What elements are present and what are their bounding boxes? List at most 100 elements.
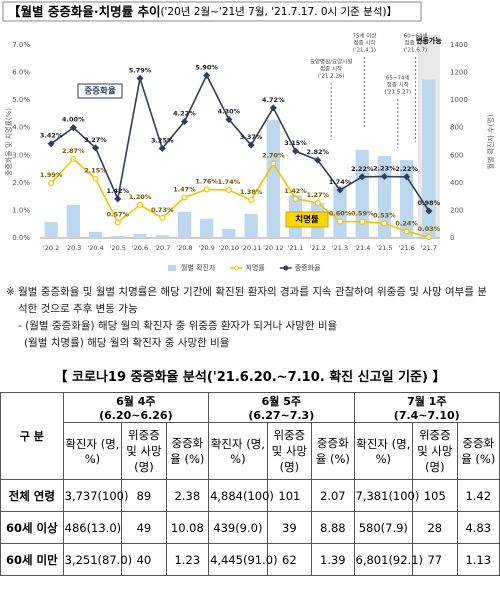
bar	[177, 211, 192, 238]
marker	[158, 144, 166, 152]
table-title: 【 코로나19 중증화율 분석('21.6.20.~7.10. 확진 신고일 기…	[54, 370, 446, 385]
data-label: 2.15%	[84, 167, 107, 175]
group-name: 7월 1주	[407, 395, 447, 408]
x-tick-label: '20.11	[241, 244, 261, 252]
legend-label: 치명률	[245, 263, 265, 272]
annotation: 접종 시작	[405, 39, 427, 47]
cell: 39	[266, 511, 313, 544]
bar	[88, 231, 103, 238]
annotation: ('21.4.1)	[353, 48, 376, 54]
row-header: 60세 이상	[0, 511, 64, 544]
cell: 1.39	[311, 543, 355, 576]
data-label: 3.15%	[284, 139, 307, 147]
cell: 10.08	[165, 511, 210, 544]
annotation: 접종 시작	[387, 81, 409, 89]
x-tick-label: '20.10	[219, 244, 239, 252]
subheader: 중증화율 (%)	[456, 422, 500, 480]
bar	[44, 222, 58, 238]
marker	[359, 218, 366, 225]
cell: 89	[121, 479, 167, 512]
group-header: 7월 1주 (7.4~7.10)	[353, 392, 500, 423]
data-label: 0.53%	[373, 211, 396, 219]
y2-tick-label: 1000	[450, 96, 468, 104]
data-row: 60세 이상 486(13.0) 49 10.08 439(9.0) 39 8.88 580(…	[0, 511, 500, 544]
data-label: 0.60%	[329, 209, 352, 217]
marker	[203, 186, 210, 193]
x-tick-label: '20.3	[65, 244, 81, 252]
bar	[111, 235, 125, 238]
annotation: 65~74세	[386, 74, 410, 82]
cell: 580(7.9)	[353, 511, 414, 544]
cell: 7,381(100)	[353, 479, 419, 512]
cell: 439(9.0)	[208, 511, 268, 544]
y-tick-label: 4.0%	[12, 124, 30, 132]
data-label: 4.72%	[262, 96, 285, 104]
cell: 3,251(87.0)	[62, 543, 132, 576]
marker	[203, 71, 211, 79]
data-label: 1.27%	[306, 191, 329, 199]
data-label: 1.76%	[195, 177, 218, 185]
data-label: 3.27%	[84, 136, 107, 144]
corner-cell: 구 분	[0, 392, 64, 480]
x-tick-label: '21.6	[399, 244, 415, 252]
table: 구 분 6월 4주 (6.20~6.26) 6월 5주 (6.27~7.3) 7월 1주(…	[0, 392, 500, 576]
annotation: ('21.5.27)	[384, 90, 411, 96]
y2-tick-label: 600	[450, 151, 463, 159]
marker	[225, 187, 232, 194]
data-label: 5.79%	[129, 66, 152, 74]
annotation: 60~64세	[404, 32, 428, 40]
data-label: 0.98%	[418, 199, 441, 207]
marker	[380, 172, 388, 181]
annotation: 접종 시작	[320, 65, 342, 73]
data-label: 1.42%	[284, 187, 307, 195]
y-tick-label: 5.0%	[12, 96, 30, 104]
marker	[114, 195, 122, 203]
bar	[244, 213, 258, 238]
group-period: (7.4~7.10)	[393, 409, 460, 422]
data-label: 2.70%	[262, 152, 285, 160]
x-tick-label: '20.6	[132, 244, 148, 252]
y2-tick-label: 400	[450, 179, 463, 187]
title-box	[2, 1, 422, 22]
cell: 49	[121, 511, 167, 544]
legend-label: 월별 확진자	[181, 263, 216, 272]
bar	[200, 218, 214, 238]
annotation: 75세 이상	[352, 32, 376, 40]
marker	[225, 115, 233, 123]
marker	[336, 186, 344, 194]
marker	[48, 180, 55, 187]
cell: 6,801(92.1)	[353, 543, 423, 576]
marker	[136, 74, 144, 82]
y-tick-label: 2.0%	[12, 179, 30, 187]
y-axis-title: 중증화율 및 치명률(%)	[4, 108, 13, 176]
bar	[422, 79, 436, 238]
y-tick-label: 1.0%	[12, 206, 30, 214]
data-label: 0.24%	[395, 219, 418, 227]
group-period: (6.20~6.26)	[99, 409, 173, 422]
y2-tick-label: 1400	[450, 41, 468, 49]
subheader-row: 확진자 (명, %) 위중증 및 사망 (명) 중증화율 (%) 확진자 (명, %)…	[1, 422, 500, 480]
subheader: 확진자 (명, %)	[353, 422, 414, 480]
data-label: 3.42%	[40, 132, 63, 140]
cell: 486(13.0)	[62, 511, 123, 544]
legend-swatch	[233, 265, 239, 271]
row-header: 전체 연령	[0, 479, 64, 512]
bar	[66, 204, 80, 238]
x-tick-label: '20.2	[43, 244, 59, 252]
header-row: 구 분 6월 4주 (6.20~6.26) 6월 5주 (6.27~7.3) 7월 1주(…	[0, 392, 500, 480]
marker	[403, 173, 411, 181]
data-label: 1.74%	[329, 178, 352, 186]
note: - (월별 중증화율) 해당 월의 확진자 중 위중증 환자가 되거나 사망한 …	[18, 320, 338, 332]
group-header: 6월 5주 (6.27~7.3)	[208, 392, 355, 423]
x-tick-label: '21.5	[376, 244, 392, 252]
marker	[292, 147, 300, 155]
data-label: 0.03%	[418, 225, 441, 233]
x-tick-label: '20.5	[110, 244, 126, 252]
cell: 1.23	[165, 543, 210, 576]
marker	[425, 234, 432, 241]
cell: 8.88	[311, 511, 355, 544]
group-period: (6.27~7.3)	[248, 409, 315, 422]
data-label: 4.22%	[173, 110, 196, 118]
data-label: 2.22%	[395, 165, 418, 173]
